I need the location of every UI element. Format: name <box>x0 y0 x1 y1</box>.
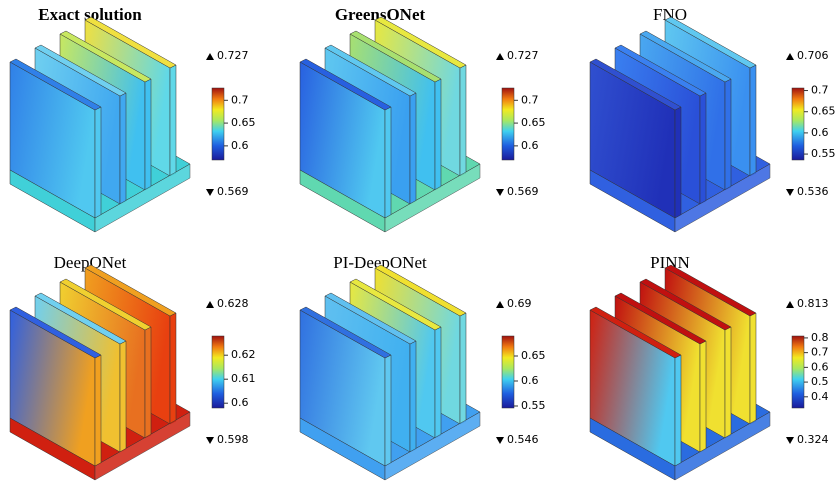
fin-edge <box>145 79 151 190</box>
fin-edge <box>750 65 756 176</box>
colorbar-tick-label: 0.62 <box>231 348 256 361</box>
colorbar-tick-label: 0.4 <box>811 390 829 403</box>
colorbar-tick-label: 0.55 <box>811 147 836 160</box>
fin-edge <box>700 341 706 452</box>
min-arrow <box>206 189 214 196</box>
colorbar-tick-label: 0.65 <box>231 116 256 129</box>
min-arrow <box>496 189 504 196</box>
fin-edge <box>385 107 391 218</box>
fin-edge <box>725 327 731 438</box>
fin-edge <box>725 79 731 190</box>
fin-edge <box>460 313 466 424</box>
fin-edge <box>120 93 126 204</box>
figure: Exact solution0.60.650.70.7270.569Greens… <box>0 0 838 484</box>
colorbar-tick-label: 0.6 <box>231 396 249 409</box>
max-label: 0.727 <box>507 49 539 62</box>
colorbar-tick-label: 0.55 <box>521 399 546 412</box>
colorbar <box>212 88 224 160</box>
max-label: 0.706 <box>797 49 829 62</box>
colorbar-tick-label: 0.5 <box>811 375 829 388</box>
max-arrow <box>786 301 794 308</box>
fin-edge <box>750 313 756 424</box>
colorbar-tick-label: 0.6 <box>521 139 539 152</box>
colorbar-tick-label: 0.6 <box>521 374 539 387</box>
colorbar-tick-label: 0.65 <box>521 116 546 129</box>
colorbar-tick-label: 0.65 <box>521 349 546 362</box>
fin-edge <box>410 341 416 452</box>
min-label: 0.324 <box>797 433 829 446</box>
colorbar-tick-label: 0.7 <box>231 93 249 106</box>
colorbar-tick-label: 0.7 <box>521 93 539 106</box>
colorbar-tick-label: 0.7 <box>811 346 829 359</box>
min-arrow <box>786 437 794 444</box>
colorbar-tick-label: 0.6 <box>811 360 829 373</box>
fin-edge <box>700 93 706 204</box>
colorbar <box>792 336 804 408</box>
min-label: 0.546 <box>507 433 539 446</box>
fin-edge <box>120 341 126 452</box>
max-label: 0.727 <box>217 49 249 62</box>
min-label: 0.536 <box>797 185 829 198</box>
min-label: 0.569 <box>217 185 249 198</box>
max-arrow <box>206 301 214 308</box>
fin-edge <box>145 327 151 438</box>
fin-edge <box>435 79 441 190</box>
fin-edge <box>675 107 681 218</box>
max-label: 0.69 <box>507 297 532 310</box>
fin-edge <box>170 65 176 176</box>
min-arrow <box>786 189 794 196</box>
colorbar <box>212 336 224 408</box>
max-label: 0.813 <box>797 297 829 310</box>
max-arrow <box>496 301 504 308</box>
colorbar-tick-label: 0.61 <box>231 372 256 385</box>
max-label: 0.628 <box>217 297 249 310</box>
fin-edge <box>95 355 101 466</box>
colorbar-tick-label: 0.6 <box>811 126 829 139</box>
colorbar-tick-label: 0.6 <box>231 139 249 152</box>
colorbar-tick-label: 0.65 <box>811 105 836 118</box>
colorbar <box>792 88 804 160</box>
max-arrow <box>496 53 504 60</box>
min-label: 0.598 <box>217 433 249 446</box>
min-arrow <box>496 437 504 444</box>
colorbar <box>502 336 514 408</box>
colorbar-tick-label: 0.7 <box>811 84 829 97</box>
fin-edge <box>95 107 101 218</box>
colorbar <box>502 88 514 160</box>
min-label: 0.569 <box>507 185 539 198</box>
fin-edge <box>675 355 681 466</box>
fin-edge <box>385 355 391 466</box>
fin-edge <box>170 313 176 424</box>
min-arrow <box>206 437 214 444</box>
fin-edge <box>435 327 441 438</box>
fin-edge <box>410 93 416 204</box>
max-arrow <box>206 53 214 60</box>
fin-edge <box>460 65 466 176</box>
colorbar-tick-label: 0.8 <box>811 331 829 344</box>
max-arrow <box>786 53 794 60</box>
